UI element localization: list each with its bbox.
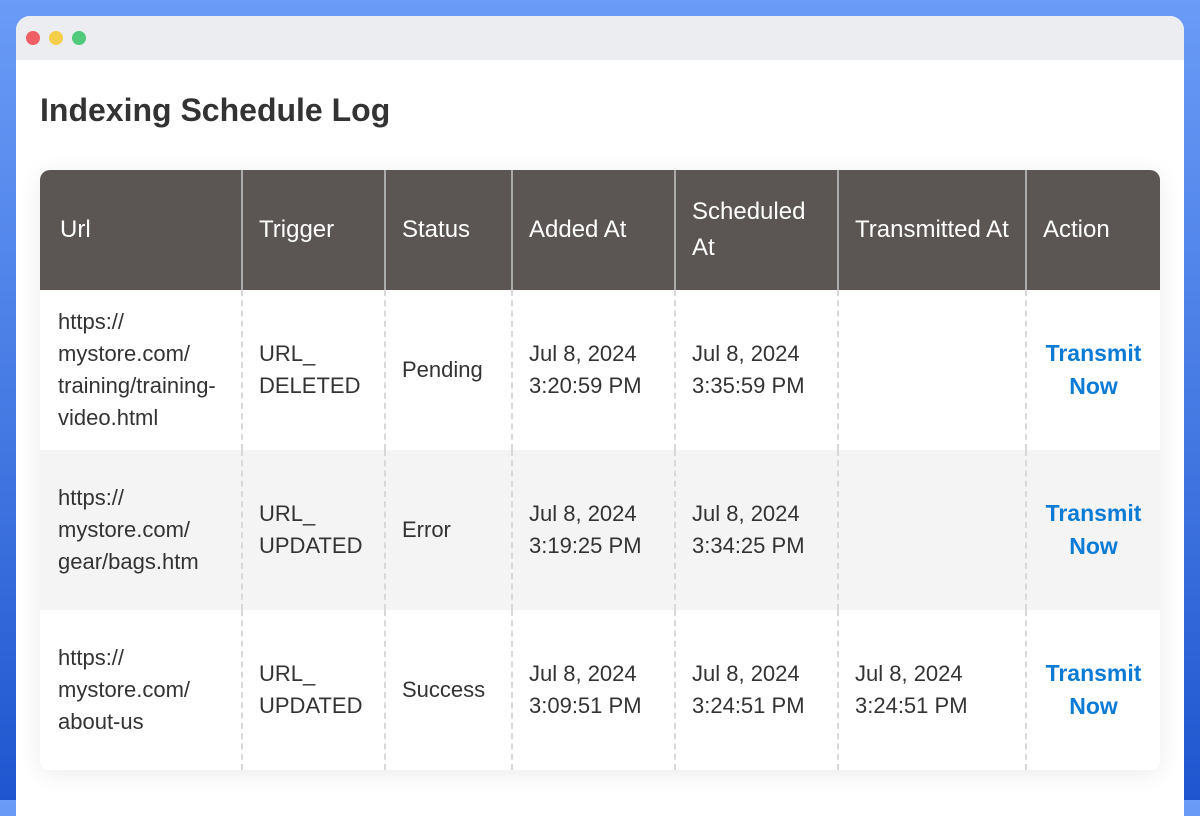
added-at-cell: Jul 8, 2024 3:09:51 PM [511,610,675,770]
page-title: Indexing Schedule Log [40,92,391,128]
trigger-cell: URL_DELETED [241,290,385,450]
status-cell: Error [384,450,512,610]
column-header-added-at: Added At [511,170,675,290]
table-row: https://mystore.com/about-us URL_UPDATED… [40,610,1160,770]
scheduled-at-cell: Jul 8, 2024 3:24:51 PM [674,610,838,770]
title-bar [16,16,1184,60]
column-header-transmitted-at: Transmitted At [837,170,1026,290]
transmitted-at-cell: Jul 8, 2024 3:24:51 PM [837,610,1026,770]
scheduled-at-cell: Jul 8, 2024 3:35:59 PM [674,290,838,450]
transmit-now-link[interactable]: Transmit Now [1045,660,1142,719]
schedule-log-table: Url Trigger Status Added At Scheduled At… [40,170,1160,770]
table-row: https://mystore.com/training/training-vi… [40,290,1160,450]
column-header-trigger: Trigger [241,170,385,290]
minimize-window-button[interactable] [49,31,63,45]
column-header-scheduled-at: Scheduled At [674,170,838,290]
added-at-cell: Jul 8, 2024 3:19:25 PM [511,450,675,610]
transmit-now-link[interactable]: Transmit Now [1045,500,1142,559]
maximize-window-button[interactable] [72,31,86,45]
transmitted-at-cell [837,290,1026,450]
trigger-cell: URL_UPDATED [241,610,385,770]
status-cell: Success [384,610,512,770]
url-cell: https://mystore.com/training/training-vi… [58,309,216,430]
status-cell: Pending [384,290,512,450]
url-cell: https://mystore.com/about-us [58,645,191,734]
trigger-cell: URL_UPDATED [241,450,385,610]
transmit-now-link[interactable]: Transmit Now [1045,340,1142,399]
browser-window: Indexing Schedule Log Url Trigger Status… [16,16,1184,816]
table-row: https://mystore.com/gear/bags.htm URL_UP… [40,450,1160,610]
scheduled-at-cell: Jul 8, 2024 3:34:25 PM [674,450,838,610]
table-header-row: Url Trigger Status Added At Scheduled At… [40,170,1160,290]
action-cell: Transmit Now [1025,610,1160,770]
close-window-button[interactable] [26,31,40,45]
action-cell: Transmit Now [1025,290,1160,450]
column-header-status: Status [384,170,512,290]
added-at-cell: Jul 8, 2024 3:20:59 PM [511,290,675,450]
action-cell: Transmit Now [1025,450,1160,610]
column-header-url: Url [40,170,242,290]
column-header-action: Action [1025,170,1160,290]
transmitted-at-cell [837,450,1026,610]
url-cell: https://mystore.com/gear/bags.htm [40,450,242,610]
